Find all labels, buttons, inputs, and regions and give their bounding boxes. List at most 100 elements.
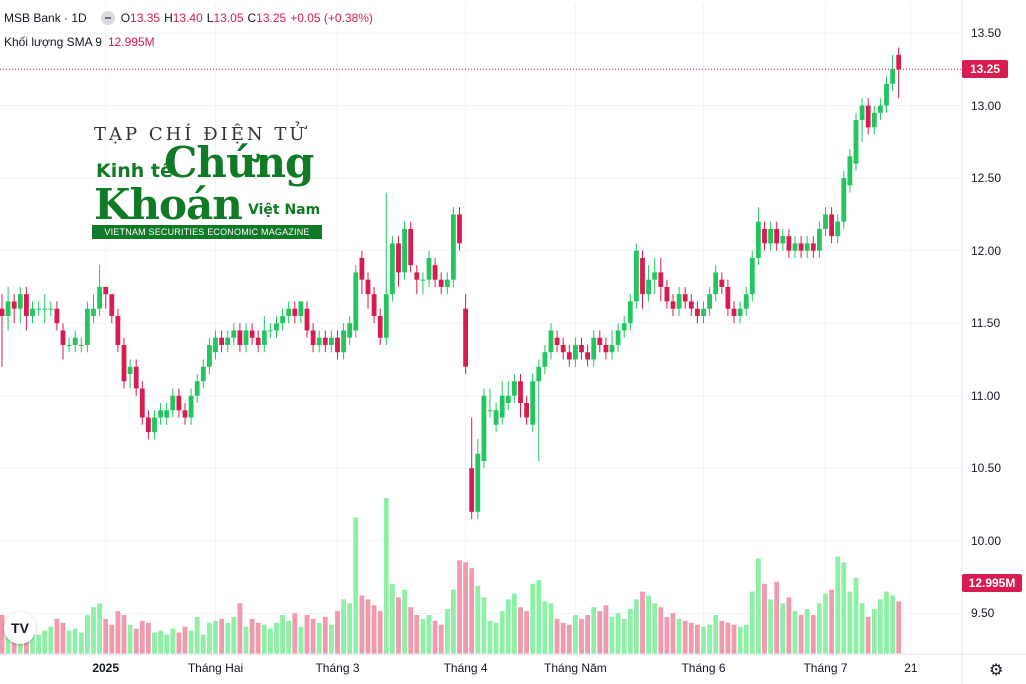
candle-body (390, 243, 395, 295)
volume-bar (487, 620, 493, 654)
volume-bar (347, 603, 353, 654)
candle-body (847, 156, 853, 186)
candle-body (774, 228, 780, 244)
volume-bar (103, 618, 109, 654)
candle-body (377, 315, 383, 338)
high-value: 13.40 (172, 11, 203, 25)
candle-body (566, 352, 572, 360)
candle-body (72, 337, 78, 345)
volume-bar (133, 628, 139, 654)
candle-body (512, 381, 517, 396)
collapse-icon[interactable] (100, 11, 115, 25)
volume-bar (457, 560, 462, 654)
low-value: 13.05 (213, 11, 244, 25)
candle-body (817, 228, 822, 251)
y-tick-label: 10.00 (971, 533, 1002, 548)
candle-body (871, 112, 877, 128)
candle-body (420, 279, 426, 281)
candle-body (115, 315, 121, 345)
candle-body (237, 330, 243, 345)
candle-body (316, 337, 322, 345)
volume-bar (896, 601, 902, 654)
candle-body (243, 330, 249, 345)
volume-bar (829, 589, 834, 654)
volume-bar (139, 620, 145, 654)
candle-body (652, 272, 658, 280)
volume-bar (359, 595, 365, 654)
volume-bar (670, 613, 676, 654)
volume-bar (585, 615, 590, 654)
x-tick-label: Tháng 6 (681, 661, 726, 675)
candle-body (475, 453, 481, 512)
candle-body (353, 272, 359, 331)
volume-bar (414, 615, 420, 654)
candle-body (835, 221, 841, 237)
candle-body (743, 294, 749, 309)
volume-bar (603, 605, 609, 654)
candle-body (457, 214, 462, 244)
candle-body (359, 257, 365, 280)
candle-body (121, 344, 127, 382)
volume-bar (579, 618, 584, 654)
candle-body (829, 214, 834, 237)
candle-body (524, 402, 529, 418)
volume-bar (329, 624, 334, 654)
candle-body (11, 301, 17, 309)
volume-bar (36, 634, 41, 654)
volume-bar (316, 622, 322, 654)
candle-body (756, 221, 761, 258)
candle-body (42, 308, 48, 310)
volume-bar (621, 618, 627, 654)
candle-body (896, 54, 902, 70)
tradingview-logo[interactable]: TV (4, 612, 36, 644)
volume-bar (213, 620, 218, 654)
candle-body (219, 337, 224, 345)
candle-body (536, 366, 542, 382)
volume-bar (243, 626, 249, 654)
grid-lines (0, 4, 962, 654)
candle-body (310, 330, 316, 345)
candle-body (548, 330, 554, 353)
volume-bar (810, 615, 816, 654)
volume-bar (268, 628, 273, 654)
volume-bar (194, 616, 200, 654)
candle-body (451, 214, 456, 280)
candle-body (810, 243, 816, 251)
y-tick-label: 13.50 (971, 26, 1002, 41)
x-tick-label: Tháng Năm (544, 661, 607, 675)
volume-bar (762, 583, 767, 654)
candle-body (530, 381, 536, 425)
volume-value: 12.995M (107, 35, 155, 49)
volume-bar (627, 609, 633, 654)
close-label: C (247, 11, 257, 25)
volume-bar (322, 616, 328, 654)
candle-body (804, 243, 810, 251)
volume-legend[interactable]: Khối lượng SMA 9 12.995M (4, 35, 155, 49)
last-price-tag: 13.25 (962, 60, 1008, 79)
volume-bar (646, 595, 651, 654)
candle-body (402, 228, 407, 273)
candle-body (146, 417, 151, 433)
volume-bar (371, 605, 377, 654)
symbol-title[interactable]: MSB Bank · 1D (4, 11, 87, 25)
volume-bar (261, 624, 267, 654)
candle-body (103, 286, 109, 295)
candle-body (97, 286, 102, 309)
candle-body (573, 344, 578, 360)
candle-body (383, 294, 389, 338)
candle-body (444, 279, 450, 287)
volume-bar (560, 622, 566, 654)
close-value: 13.25 (256, 11, 287, 25)
candle-body (560, 344, 566, 353)
gear-icon[interactable]: ⚙ (989, 662, 1004, 679)
volume-bar (408, 607, 414, 654)
volume-bar (640, 591, 645, 654)
candle-body (200, 366, 206, 382)
volume-bar (859, 603, 865, 654)
volume-bar (841, 562, 847, 654)
volume-bar (298, 626, 304, 654)
candle-body (213, 337, 218, 353)
candle-body (603, 344, 609, 353)
volume-bar (170, 628, 176, 654)
